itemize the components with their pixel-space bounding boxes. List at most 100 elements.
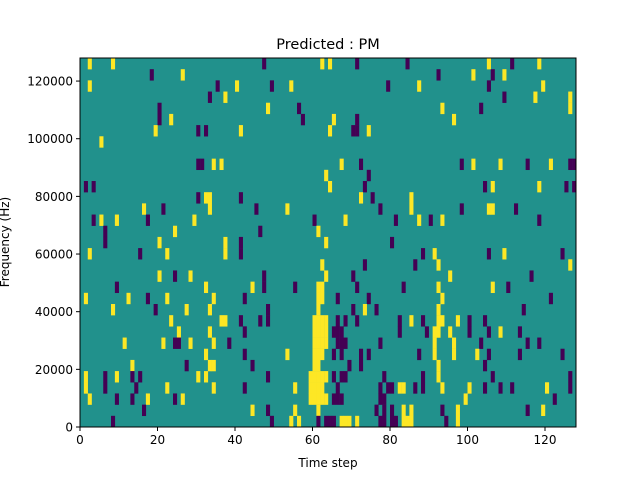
- heatmap-cell-low: [382, 393, 387, 405]
- heatmap-cell-high: [440, 214, 445, 226]
- heatmap-cell-low: [436, 69, 441, 81]
- heatmap-cell-high: [324, 371, 329, 383]
- plot-frame: [79, 57, 577, 428]
- heatmap-cell-low: [393, 415, 398, 428]
- heatmap-cell-high: [126, 292, 131, 305]
- heatmap-cell-low: [196, 125, 201, 137]
- heatmap-cells: [80, 58, 577, 428]
- heatmap-cell-high: [448, 326, 453, 338]
- heatmap-cell-low: [382, 404, 387, 417]
- heatmap-cell-low: [269, 415, 274, 428]
- heatmap-cell-high: [207, 203, 212, 215]
- heatmap-cell-high: [324, 337, 329, 349]
- heatmap-cell-low: [157, 102, 162, 115]
- heatmap-cell-low: [483, 315, 488, 327]
- heatmap-cell-low: [343, 371, 348, 383]
- heatmap-cell-high: [475, 348, 480, 361]
- heatmap-cell-low: [359, 158, 364, 171]
- heatmap-cell-high: [409, 415, 414, 428]
- heatmap-cell-high: [343, 415, 348, 428]
- heatmap-cell-low: [351, 304, 356, 316]
- heatmap-cell-high: [545, 382, 550, 394]
- heatmap-cell-high: [316, 304, 321, 316]
- heatmap-cell-high: [320, 58, 325, 70]
- heatmap-cell-high: [293, 404, 298, 417]
- heatmap-cell-low: [514, 203, 519, 215]
- heatmap-cell-high: [486, 203, 491, 215]
- heatmap-cell-low: [355, 315, 360, 327]
- heatmap-cell-low: [490, 371, 495, 383]
- heatmap-cell-low: [258, 315, 263, 327]
- heatmap-cell-low: [424, 326, 429, 338]
- heatmap-cell-low: [421, 248, 426, 260]
- heatmap-cell-low: [103, 225, 108, 238]
- heatmap-cell-high: [180, 69, 185, 81]
- heatmap-cell-high: [490, 181, 495, 193]
- heatmap-cell-high: [409, 315, 414, 327]
- heatmap-cell-high: [502, 69, 507, 81]
- heatmap-cell-low: [355, 58, 360, 70]
- heatmap-cell-low: [366, 348, 371, 361]
- heatmap-cell-low: [343, 337, 348, 349]
- heatmap-cell-low: [300, 113, 305, 126]
- heatmap-cell-high: [111, 58, 116, 70]
- heatmap-cell-high: [184, 304, 189, 316]
- heatmap-cell-low: [378, 203, 383, 215]
- heatmap-cell-high: [316, 348, 321, 361]
- heatmap-cell-high: [176, 326, 181, 338]
- heatmap-cell-low: [130, 371, 135, 383]
- heatmap-cell-low: [517, 326, 522, 338]
- heatmap-cell-high: [250, 281, 255, 294]
- heatmap-cell-high: [432, 348, 437, 361]
- heatmap-cell-high: [223, 236, 228, 249]
- heatmap-cell-low: [200, 158, 205, 171]
- heatmap-cell-high: [316, 292, 321, 305]
- heatmap-cell-low: [459, 158, 464, 171]
- heatmap-cell-low: [142, 404, 147, 417]
- heatmap-cell-low: [335, 337, 340, 349]
- heatmap-cell-low: [238, 248, 243, 260]
- heatmap-cell-low: [153, 304, 158, 316]
- heatmap-cell-high: [87, 248, 92, 260]
- heatmap-cell-low: [339, 371, 344, 383]
- heatmap-cell-low: [91, 181, 96, 193]
- heatmap-cell-low: [397, 315, 402, 327]
- x-tick-label: 60: [305, 433, 320, 447]
- heatmap-cell-low: [207, 91, 212, 103]
- heatmap-cell-low: [386, 382, 391, 394]
- heatmap-cell-high: [440, 292, 445, 305]
- heatmap-cell-high: [204, 192, 209, 204]
- heatmap-cell-high: [366, 125, 371, 137]
- heatmap-cell-low: [510, 382, 515, 394]
- heatmap-cell-high: [463, 393, 468, 405]
- heatmap-cell-low: [366, 292, 371, 305]
- heatmap-cell-low: [572, 158, 577, 171]
- heatmap-cell-high: [204, 281, 209, 294]
- heatmap-cell-high: [316, 337, 321, 349]
- heatmap-cell-low: [444, 415, 449, 428]
- heatmap-cell-low: [347, 359, 352, 372]
- heatmap-cell-high: [312, 348, 317, 361]
- heatmap-cell-low: [366, 169, 371, 182]
- heatmap-cell-high: [312, 315, 317, 327]
- heatmap-cell-high: [328, 58, 333, 70]
- heatmap-cell-low: [215, 80, 220, 92]
- heatmap-cell-low: [196, 192, 201, 204]
- heatmap-cell-low: [459, 203, 464, 215]
- y-axis-label: Frequency (Hz): [0, 197, 12, 288]
- heatmap-cell-low: [378, 337, 383, 349]
- heatmap-cell-high: [289, 415, 294, 428]
- heatmap-cell-low: [362, 181, 367, 193]
- heatmap-cell-low: [374, 404, 379, 417]
- heatmap-cell-low: [401, 281, 406, 294]
- heatmap-cell-high: [324, 270, 329, 282]
- heatmap-cell-high: [448, 270, 453, 282]
- heatmap-cell-high: [432, 337, 437, 349]
- heatmap-cell-low: [390, 236, 395, 249]
- heatmap-cell-low: [238, 315, 243, 327]
- heatmap-cell-low: [568, 158, 573, 171]
- heatmap-cell-low: [560, 348, 565, 361]
- heatmap-cell-high: [455, 404, 460, 417]
- heatmap-cell-low: [254, 203, 259, 215]
- heatmap-cell-low: [114, 281, 119, 294]
